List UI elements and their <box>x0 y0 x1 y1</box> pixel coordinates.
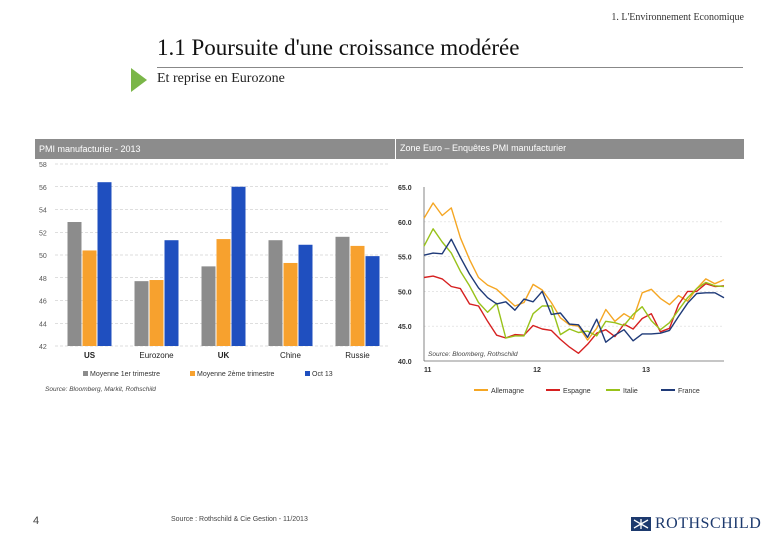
y-tick-label: 56 <box>39 185 47 192</box>
x-tick-label: 13 <box>642 367 650 374</box>
rothschild-arrows-icon <box>631 517 651 531</box>
legend-label: Moyenne 1er trimestre <box>90 371 160 378</box>
x-category-label: US <box>84 351 96 360</box>
y-tick-label: 42 <box>39 344 47 351</box>
y-tick-label: 48 <box>39 276 47 283</box>
x-tick-label: 12 <box>533 367 541 374</box>
page-number: 4 <box>33 515 40 527</box>
bar-chine-0 <box>268 240 283 346</box>
legend-label: Espagne <box>563 388 591 395</box>
legend-label: Italie <box>623 388 638 395</box>
y-tick-label: 52 <box>39 230 47 237</box>
line-chart: 65.0 60.0 55.0 50.0 45.0 40.0 11 12 13 Source: Bl… <box>398 185 725 395</box>
bar-eurozone-2 <box>164 240 179 346</box>
page-title: 1.1 Poursuite d'une croissance modérée <box>157 35 520 60</box>
legend-swatch <box>190 371 195 376</box>
bar-russie-0 <box>335 236 350 346</box>
y-tick-label: 55.0 <box>398 255 412 262</box>
legend-swatch <box>305 371 310 376</box>
y-tick-label: 45.0 <box>398 324 412 331</box>
y-tick-label: 50 <box>39 253 47 260</box>
x-category-label: UK <box>218 351 230 360</box>
bar-eurozone-0 <box>134 281 149 346</box>
title-divider <box>157 67 743 68</box>
section-label: 1. L'Environnement Economique <box>611 12 744 23</box>
x-category-label: Chine <box>280 351 301 360</box>
series-line-allemagne <box>423 202 725 341</box>
y-tick-label: 44 <box>39 321 47 328</box>
y-tick-label: 40.0 <box>398 359 412 366</box>
bar-chine-1 <box>283 262 298 346</box>
y-tick-label: 46 <box>39 299 47 306</box>
y-tick-label: 50.0 <box>398 289 412 296</box>
legend-label: Oct 13 <box>312 371 333 378</box>
x-category-label: Russie <box>345 351 370 360</box>
bar-us-2 <box>97 182 112 346</box>
rothschild-logo: ROTHSCHILD <box>631 514 761 534</box>
legend-label: France <box>678 388 700 395</box>
x-category-label: Eurozone <box>139 351 174 360</box>
x-tick-label: 11 <box>424 367 432 374</box>
page-subtitle: Et reprise en Eurozone <box>157 71 285 86</box>
y-tick-label: 54 <box>39 208 47 215</box>
bar-chart-title: PMI manufacturier - 2013 <box>35 139 395 159</box>
bar-eurozone-1 <box>149 280 164 346</box>
chart-source: Source: Bloomberg, Rothschild <box>428 351 518 358</box>
footer-source: Source : Rothschild & Cie Gestion - 11/2… <box>171 516 308 523</box>
legend-swatch <box>83 371 88 376</box>
bar-chine-2 <box>298 244 313 346</box>
bar-russie-1 <box>350 245 365 346</box>
y-tick-label: 65.0 <box>398 185 412 192</box>
bar-us-1 <box>82 250 97 346</box>
legend-label: Moyenne 2ème trimestre <box>197 371 275 378</box>
line-chart-title: Zone Euro – Enquêtes PMI manufacturier <box>396 139 744 159</box>
bar-chart: 58 56 54 52 50 48 46 44 42 US Eurozone UK Chine Russi… <box>39 162 390 393</box>
series-line-italie <box>423 228 725 339</box>
bar-uk-2 <box>231 186 246 346</box>
logo-text: ROTHSCHILD <box>655 515 762 532</box>
y-tick-label: 60.0 <box>398 220 412 227</box>
bar-uk-1 <box>216 239 231 346</box>
bar-russie-2 <box>365 256 380 346</box>
series-line-france <box>423 238 725 343</box>
arrow-bullet-icon <box>131 68 147 92</box>
legend-label: Allemagne <box>491 388 524 395</box>
bar-us-0 <box>67 222 82 346</box>
y-tick-label: 58 <box>39 162 47 169</box>
chart-source: Source: Bloomberg, Markit, Rothschild <box>45 386 156 393</box>
bar-uk-0 <box>201 266 216 346</box>
